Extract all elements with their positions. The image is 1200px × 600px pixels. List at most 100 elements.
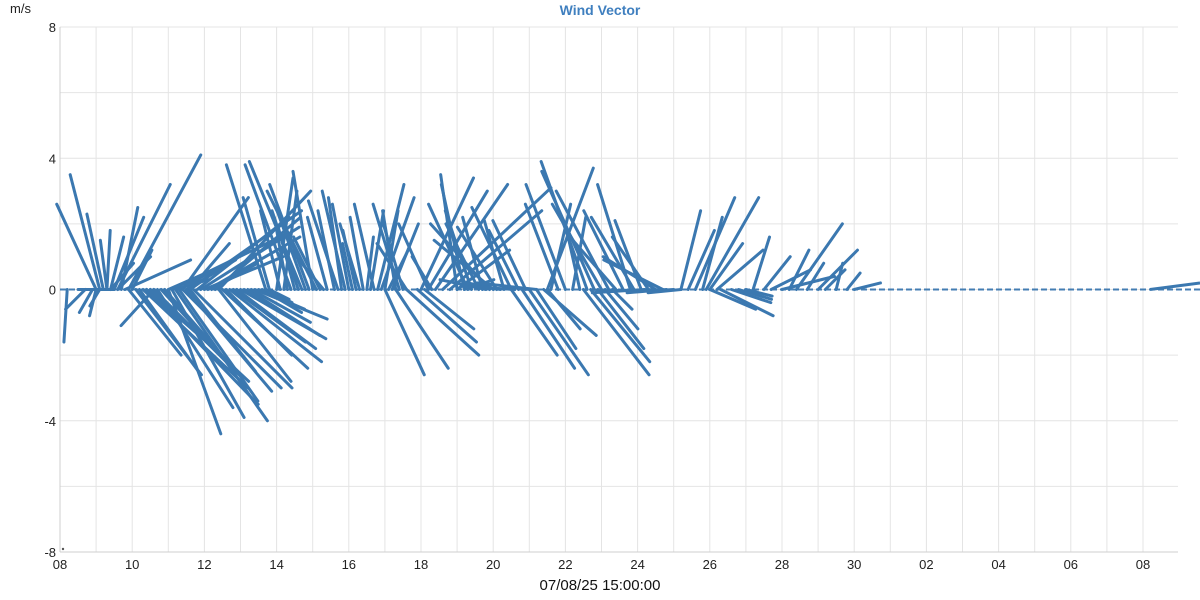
wind-vector [88, 288, 102, 308]
wind-vector [127, 288, 183, 357]
wind-vector [62, 288, 69, 344]
wind-vector [109, 235, 126, 291]
wind-vector [423, 288, 476, 331]
wind-vector [368, 209, 386, 291]
wind-vector [224, 288, 294, 357]
wind-vector [751, 235, 772, 291]
wind-vector [708, 242, 745, 291]
wind-vector [267, 288, 291, 301]
wind-vector [581, 288, 651, 377]
wind-vector [520, 288, 577, 370]
wind-vector [137, 288, 200, 374]
wind-vector [224, 163, 268, 291]
wind-vector [1149, 281, 1200, 291]
wind-vector [582, 209, 625, 291]
wind-vector [289, 248, 326, 291]
y-tick-label: -4 [44, 414, 56, 429]
x-tick-label: 30 [847, 557, 861, 572]
wind-vector [737, 288, 773, 301]
wind-vector [527, 288, 590, 377]
x-tick-label: 24 [630, 557, 644, 572]
wind-vector [119, 205, 140, 291]
wind-vector [243, 163, 293, 291]
wind-vector [444, 222, 481, 291]
wind-vector [55, 202, 98, 291]
wind-vector [568, 235, 618, 291]
x-tick-label: 02 [919, 557, 933, 572]
wind-vector [365, 235, 375, 291]
wind-vector [787, 248, 811, 291]
wind-vector [330, 202, 351, 291]
wind-vector [427, 202, 470, 291]
wind-vector [375, 242, 409, 291]
y-tick-label: 8 [49, 20, 56, 35]
wind-vector [383, 288, 426, 377]
x-tick-label: 12 [197, 557, 211, 572]
wind-vector [228, 288, 324, 364]
wind-vector [68, 173, 102, 291]
wind-vector [177, 288, 260, 403]
wind-vector [589, 288, 652, 364]
x-tick-label: 06 [1064, 557, 1078, 572]
wind-vector [708, 288, 758, 311]
wind-vector [524, 183, 567, 291]
wind-vector [744, 288, 774, 298]
wind-vector [475, 281, 539, 291]
wind-vector [98, 238, 109, 291]
wind-vector [394, 288, 450, 370]
x-tick-label: 04 [991, 557, 1005, 572]
wind-vector [127, 153, 203, 291]
wind-vector [679, 209, 703, 291]
wind-vector [170, 288, 246, 419]
wind-vector [155, 288, 235, 410]
wind-vector [646, 288, 683, 295]
wind-vector [174, 288, 269, 423]
wind-vector [704, 196, 761, 291]
x-axis-timestamp-label: 07/08/25 15:00:00 [539, 577, 661, 594]
wind-vector [306, 199, 340, 291]
wind-vector [509, 288, 559, 357]
wind-vector [64, 288, 87, 311]
wind-vector [305, 215, 329, 291]
wind-vector [320, 189, 347, 291]
x-tick-label: 20 [486, 557, 500, 572]
wind-vector [247, 160, 304, 291]
wind-vector [762, 255, 792, 291]
x-tick-label: 08 [1136, 557, 1150, 572]
wind-vector [415, 288, 478, 344]
wind-vector [116, 183, 172, 291]
wind-vector [246, 288, 322, 337]
x-tick-label: 18 [414, 557, 428, 572]
wind-vector [217, 288, 293, 383]
y-tick-label: 0 [49, 283, 56, 298]
origin-marker [61, 547, 65, 551]
wind-vector [487, 228, 520, 291]
wind-vector [455, 225, 499, 291]
wind-vector [805, 261, 826, 291]
wind-vector [105, 228, 112, 291]
wind-vector [338, 222, 362, 291]
wind-vector [85, 212, 105, 291]
wind-vector [235, 288, 318, 351]
wind-vector [602, 258, 665, 291]
wind-vector [545, 288, 582, 331]
wind-vector [686, 228, 716, 291]
y-axis-unit-label: m/s [10, 1, 31, 16]
wind-vector [769, 268, 813, 291]
x-tick-label: 28 [775, 557, 789, 572]
wind-vector [188, 288, 258, 374]
wind-vector [460, 284, 517, 291]
wind-vector [589, 215, 636, 291]
x-tick-label: 08 [53, 557, 67, 572]
wind-vector [715, 248, 765, 291]
x-tick-label: 22 [558, 557, 572, 572]
y-tick-label: -8 [44, 545, 56, 560]
wind-vector [188, 242, 231, 291]
wind-vector [433, 183, 510, 291]
wind-vector [852, 281, 882, 291]
wind-vector [701, 215, 724, 291]
wind-vector [130, 248, 154, 291]
x-tick-label: 10 [125, 557, 139, 572]
wind-vector [719, 288, 775, 318]
